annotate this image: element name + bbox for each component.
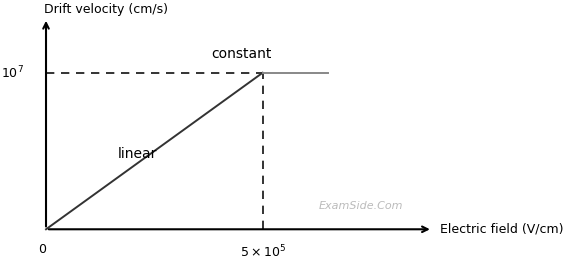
Text: constant: constant [211, 47, 271, 61]
Text: Drift velocity (cm/s): Drift velocity (cm/s) [44, 3, 168, 16]
Text: linear: linear [118, 147, 157, 161]
Text: $5\times10^5$: $5\times10^5$ [240, 243, 286, 260]
Text: 0: 0 [38, 243, 46, 256]
Text: Electric field (V/cm): Electric field (V/cm) [440, 223, 563, 236]
Text: ExamSide.Com: ExamSide.Com [319, 201, 403, 211]
Text: $10^7$: $10^7$ [2, 64, 24, 81]
